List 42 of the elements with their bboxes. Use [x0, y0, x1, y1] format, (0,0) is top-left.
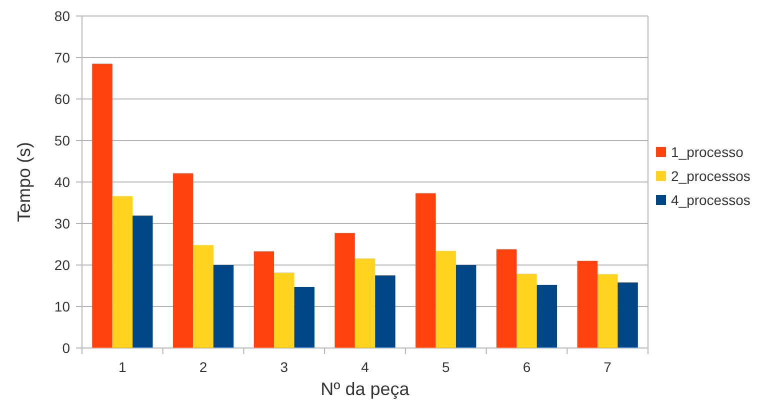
x-tick-label: 6	[522, 359, 531, 375]
x-tick-label: 4	[361, 359, 370, 375]
bar	[172, 173, 194, 348]
x-tick-label: 7	[604, 359, 612, 375]
y-tick-label: 60	[54, 90, 70, 107]
y-tick-label: 30	[54, 215, 70, 232]
bar	[375, 275, 396, 348]
bar	[577, 260, 598, 348]
bar	[132, 216, 153, 348]
bar	[193, 245, 214, 348]
x-tick-label: 2	[199, 359, 208, 375]
bar	[294, 286, 314, 348]
x-tick-label: 1	[118, 359, 127, 375]
y-tick-label: 50	[54, 132, 70, 148]
x-axis-title: Nº da peça	[320, 379, 410, 399]
x-tick-label: 3	[280, 359, 288, 375]
y-tick-label: 70	[54, 49, 70, 66]
bar	[112, 196, 133, 348]
legend-label: 4_processos	[671, 192, 750, 208]
bar	[436, 250, 456, 348]
x-tick-label: 5	[442, 359, 450, 375]
y-tick-label: 10	[54, 298, 70, 314]
bar	[456, 265, 476, 348]
y-tick-label: 80	[54, 8, 70, 24]
bar	[536, 284, 558, 348]
y-tick-label: 40	[54, 174, 70, 190]
bar	[597, 274, 618, 348]
bar	[334, 233, 355, 348]
bar	[618, 282, 638, 348]
bar	[274, 272, 294, 348]
bar	[92, 64, 112, 348]
bar	[496, 249, 517, 348]
bar	[213, 265, 234, 348]
bar	[354, 258, 376, 348]
legend-label: 2_processos	[671, 168, 750, 184]
y-tick-label: 0	[62, 340, 70, 356]
y-tick-label: 20	[54, 256, 70, 273]
bar	[516, 274, 537, 348]
legend-label: 1_processo	[671, 144, 744, 160]
bar	[254, 251, 274, 348]
y-axis-title: Tempo (s)	[14, 142, 34, 222]
bar	[416, 193, 436, 348]
